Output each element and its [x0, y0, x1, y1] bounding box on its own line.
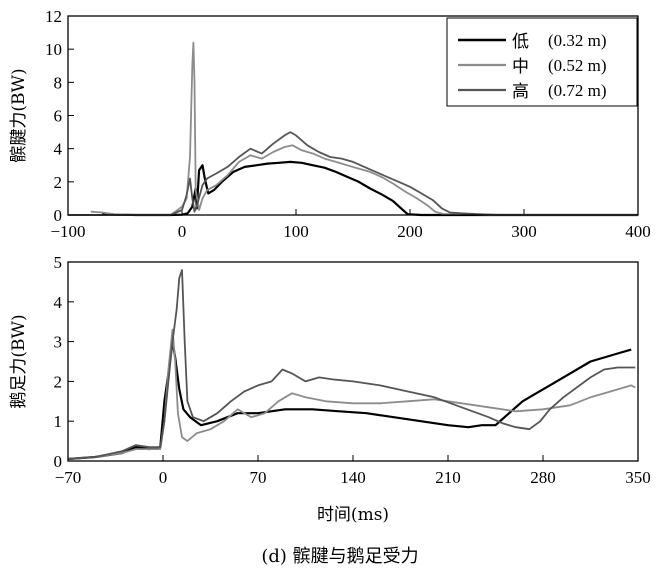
top-x-ticks: −100 0 100 200 300 400: [50, 209, 651, 241]
y-tick-label: 2: [54, 372, 63, 391]
bottom-plot-frame: [67, 261, 639, 462]
y-tick-label: 3: [54, 333, 63, 352]
series-line-2: [68, 131, 638, 216]
x-tick-label: 100: [283, 222, 309, 241]
legend-item: 低 (0.32 m): [458, 31, 607, 52]
x-tick-label: 210: [435, 468, 461, 487]
legend-label: 中: [512, 57, 529, 77]
y-tick-label: 8: [54, 73, 63, 92]
x-tick-label: −70: [55, 468, 82, 487]
legend-label: 高: [512, 82, 529, 102]
y-tick-label: 10: [45, 40, 62, 59]
legend-detail: (0.72 m): [548, 81, 607, 100]
legend-detail: (0.52 m): [548, 56, 607, 75]
series-line-1: [90, 41, 638, 216]
bottom-x-axis-label: 时间(ms): [317, 505, 389, 525]
bottom-y-ticks: 0 1 2 3 4 5: [54, 253, 74, 471]
top-y-ticks: 0 2 4 6 8 10 12: [45, 7, 74, 225]
legend-detail: (0.32 m): [548, 31, 607, 50]
bottom-y-axis-label: 鹅足力(BW): [9, 314, 29, 408]
x-tick-label: 300: [511, 222, 537, 241]
x-tick-label: 140: [340, 468, 366, 487]
y-tick-label: 5: [54, 253, 63, 272]
x-tick-label: 350: [625, 468, 651, 487]
series-line-0: [67, 340, 632, 461]
y-tick-label: 1: [54, 412, 63, 431]
y-tick-label: 0: [54, 452, 63, 471]
legend-label: 低: [512, 32, 529, 52]
top-y-axis-label: 髌腱力(BW): [9, 68, 29, 162]
y-tick-label: 12: [45, 7, 62, 26]
y-tick-label: 6: [54, 107, 63, 126]
x-tick-label: 70: [250, 468, 267, 487]
legend-item: 高 (0.72 m): [458, 81, 607, 102]
series-line-0: [102, 160, 638, 217]
legend-box: [446, 17, 638, 107]
x-tick-label: −100: [50, 222, 85, 241]
x-tick-label: 280: [530, 468, 556, 487]
x-tick-label: 0: [159, 468, 168, 487]
y-tick-label: 2: [54, 173, 63, 192]
y-tick-label: 0: [54, 206, 63, 225]
top-plot-frame: [67, 15, 639, 216]
series-line-1: [67, 328, 636, 460]
x-tick-label: 400: [625, 222, 651, 241]
x-tick-label: 200: [397, 222, 423, 241]
figure-caption: (d) 髌腱与鹅足受力: [261, 546, 418, 567]
legend: 低 (0.32 m) 中 (0.52 m) 高 (0.72 m): [446, 17, 638, 107]
top-series-lines: [68, 41, 638, 217]
x-tick-label: 0: [178, 222, 187, 241]
legend-item: 中 (0.52 m): [458, 56, 607, 77]
y-tick-label: 4: [54, 140, 63, 159]
bottom-x-ticks: −70 0 70 140 210 280 350: [55, 455, 651, 487]
y-tick-label: 4: [54, 293, 63, 312]
bottom-series-lines: [67, 269, 636, 461]
series-line-2: [67, 269, 636, 460]
